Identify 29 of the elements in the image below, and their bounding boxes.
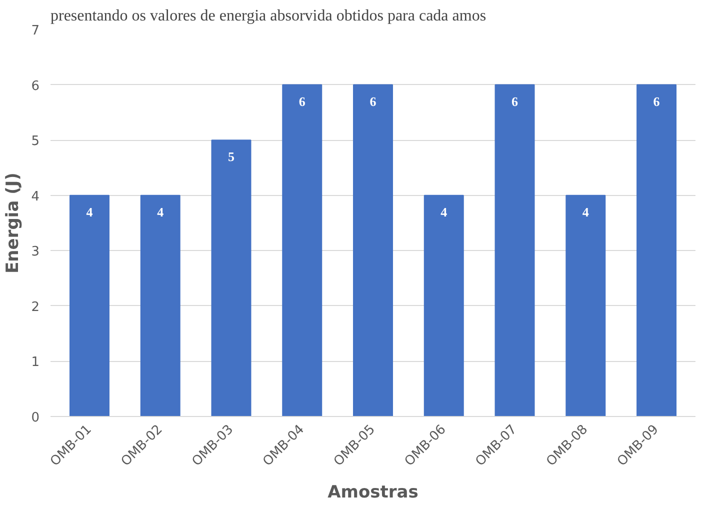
y-tick-label: 4 — [31, 189, 40, 204]
bar — [140, 194, 180, 416]
data-label: 6 — [370, 94, 377, 109]
y-tick-label: 0 — [31, 410, 40, 426]
data-label: 4 — [157, 204, 164, 220]
y-tick-label: 3 — [31, 244, 40, 260]
bar — [353, 84, 393, 416]
data-label: 4 — [440, 204, 448, 220]
y-tick-label: 2 — [31, 300, 40, 315]
data-label: 6 — [653, 94, 660, 109]
data-label: 4 — [86, 204, 94, 220]
y-axis-title: Energia (J) — [3, 172, 24, 274]
data-label: 5 — [228, 149, 235, 164]
data-label: 4 — [582, 204, 590, 220]
x-axis-title: Amostras — [328, 482, 418, 503]
y-tick-label: 7 — [31, 24, 40, 38]
bar — [636, 84, 677, 416]
bar — [282, 84, 322, 416]
bar — [211, 140, 252, 416]
y-tick-label: 5 — [31, 134, 40, 150]
bar — [424, 194, 464, 416]
data-label: 6 — [512, 94, 519, 109]
bar — [69, 194, 110, 416]
y-tick-label: 1 — [31, 355, 40, 370]
data-label: 6 — [298, 94, 306, 109]
bar — [494, 84, 535, 416]
text: presentando os valores de energia absorvida obtidos para cada amos — [50, 8, 486, 24]
bar — [566, 194, 606, 416]
y-tick-label: 6 — [31, 78, 40, 94]
